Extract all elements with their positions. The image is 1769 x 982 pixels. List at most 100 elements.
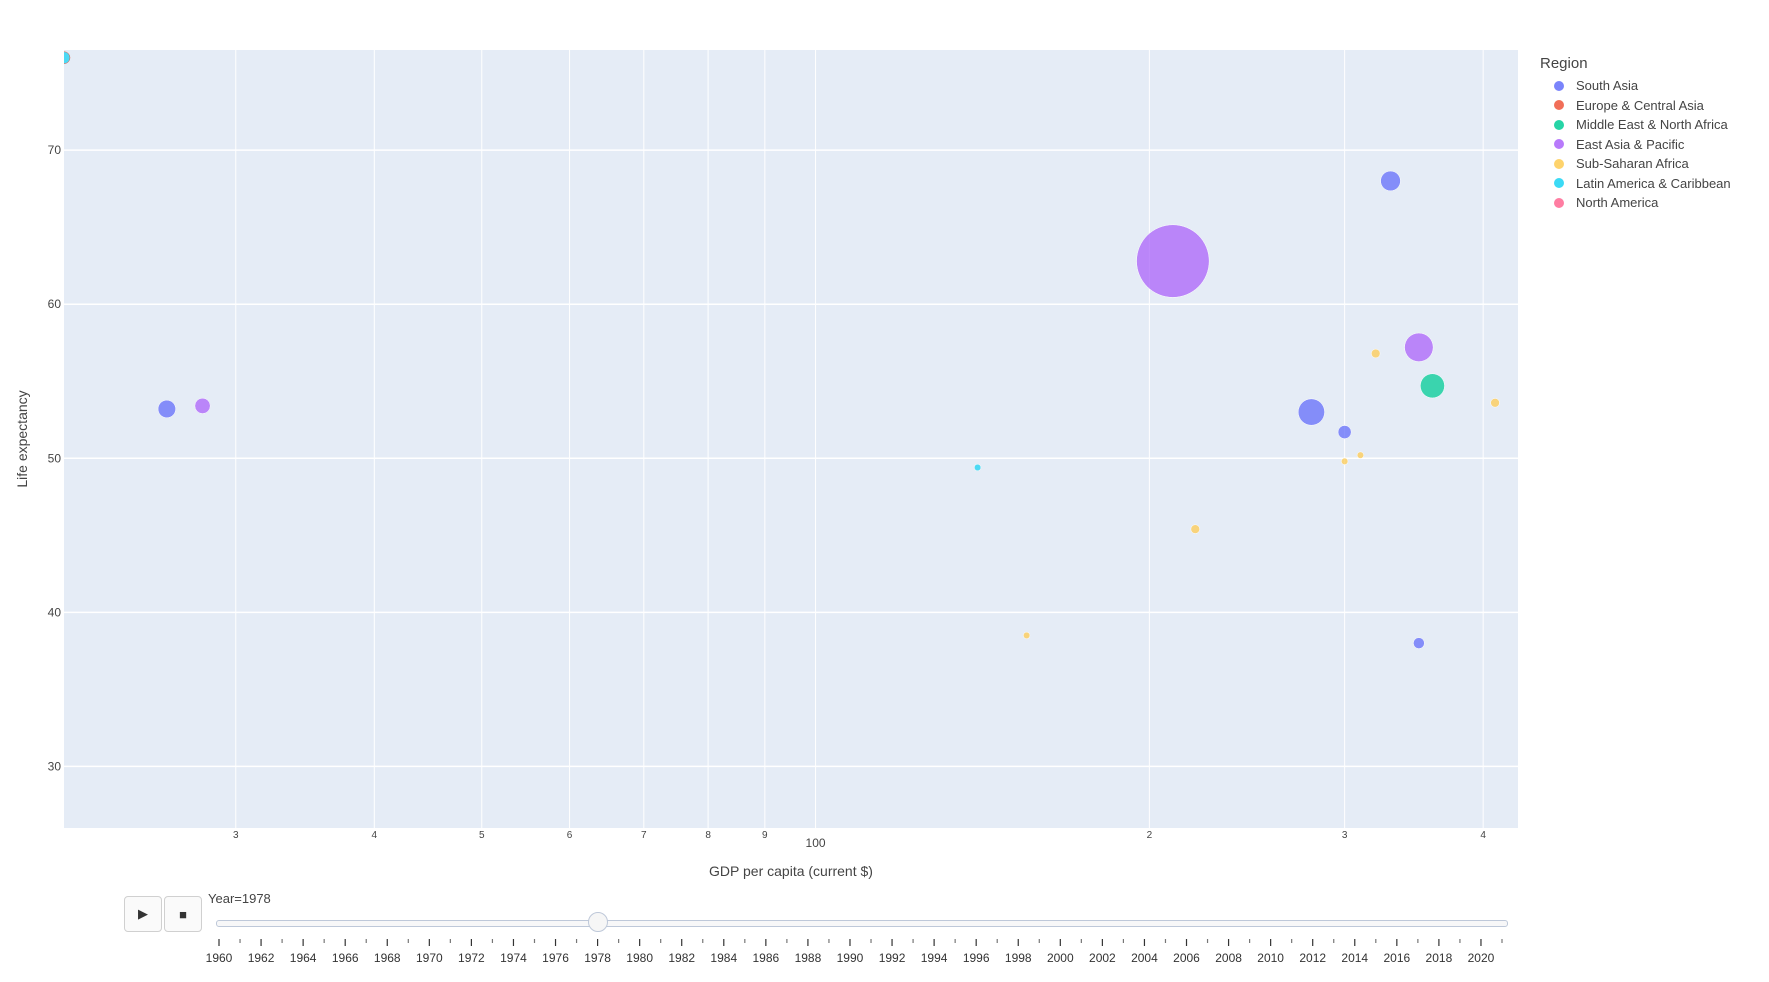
bubble [1608, 512, 1630, 534]
legend-title: Region [1540, 55, 1588, 72]
slider-label[interactable]: 1982 [668, 951, 695, 965]
y-tick-label: 60 [48, 297, 62, 311]
slider-label[interactable]: 2014 [1341, 951, 1368, 965]
legend-marker [1554, 119, 1564, 130]
legend: Region South Asia Europe & Central Asia Mi… [1540, 55, 1731, 213]
slider-label[interactable]: 1974 [500, 951, 527, 965]
bubble [1693, 403, 1711, 421]
legend-marker [1554, 158, 1564, 169]
x-tick-label: 9 [762, 830, 768, 841]
slider-label[interactable]: 2016 [1383, 951, 1410, 965]
slider-label[interactable]: 1976 [542, 951, 569, 965]
bubble [1728, 369, 1735, 376]
plot-area [64, 50, 1518, 828]
legend-item[interactable]: Sub-Saharan Africa [1540, 154, 1731, 174]
slider-label[interactable]: 2004 [1131, 951, 1158, 965]
bubble [1136, 224, 1210, 298]
slider-label[interactable]: 2000 [1047, 951, 1074, 965]
legend-marker [1554, 139, 1564, 150]
bubble [1490, 398, 1500, 408]
slider-label[interactable]: 1984 [710, 951, 737, 965]
bubble [1420, 373, 1445, 399]
slider-label[interactable]: 2018 [1426, 951, 1453, 965]
x-tick-label: 5 [479, 830, 485, 841]
stop-icon: ■ [179, 906, 187, 922]
grid-lines [64, 50, 1518, 828]
slider-label[interactable]: 2006 [1173, 951, 1200, 965]
bubble [1578, 452, 1585, 459]
bubble [1337, 425, 1352, 439]
y-axis-label: Life expectancy [14, 390, 30, 487]
slider-label[interactable]: 1998 [1005, 951, 1032, 965]
legend-marker [1554, 178, 1564, 189]
x-tick-label: 100 [806, 836, 826, 850]
bubble [1683, 316, 1690, 323]
legend-label: Latin America & Caribbean [1576, 175, 1731, 191]
legend-item[interactable]: Middle East & North Africa [1540, 115, 1731, 135]
slider-label[interactable]: 1962 [248, 951, 275, 965]
legend-item[interactable]: Europe & Central Asia [1540, 96, 1731, 116]
x-tick-label: 4 [372, 830, 378, 841]
legend-label: Europe & Central Asia [1576, 97, 1704, 113]
y-tick-label: 30 [48, 759, 62, 773]
slider-label[interactable]: 2020 [1468, 951, 1495, 965]
bubble [1356, 451, 1364, 459]
bubble [1297, 398, 1325, 426]
x-tick-label: 3 [1342, 830, 1348, 841]
slider-label[interactable]: 1964 [290, 951, 317, 965]
slider-label[interactable]: 1988 [795, 951, 822, 965]
legend-label: Middle East & North Africa [1576, 117, 1728, 133]
legend-marker [1554, 197, 1564, 208]
legend-item[interactable]: North America [1540, 193, 1731, 213]
slider-label[interactable]: 1968 [374, 951, 401, 965]
y-tick-label: 50 [48, 451, 62, 465]
play-button[interactable]: ▶ [124, 896, 162, 932]
slider-label[interactable]: 1978 [584, 951, 611, 965]
bubble [1380, 170, 1401, 192]
stop-button[interactable]: ■ [164, 896, 202, 932]
bubble [1341, 457, 1349, 465]
x-tick-label: 7 [641, 830, 647, 841]
x-tick-label: 4 [1480, 830, 1486, 841]
legend-item[interactable]: East Asia & Pacific [1540, 135, 1731, 155]
y-tick-label: 40 [48, 605, 62, 619]
legend-item[interactable]: Latin America & Caribbean [1540, 174, 1731, 194]
legend-item[interactable]: South Asia [1540, 76, 1731, 96]
legend-marker [1554, 80, 1564, 91]
bubble [974, 463, 982, 472]
bubble [1190, 524, 1200, 534]
slider-label[interactable]: 2008 [1215, 951, 1242, 965]
slider-label[interactable]: 1996 [963, 951, 990, 965]
bubble [1371, 348, 1381, 359]
year-slider-handle[interactable] [587, 912, 608, 932]
legend-label: South Asia [1576, 78, 1639, 94]
play-icon: ▶ [138, 906, 148, 921]
bubbles [64, 51, 1735, 649]
slider-label[interactable]: 2002 [1089, 951, 1116, 965]
slider-label[interactable]: 1970 [416, 951, 443, 965]
slider-label[interactable]: 1980 [626, 951, 653, 965]
slider-label[interactable]: 1966 [332, 951, 359, 965]
slider-ticks: 1960 1962 1964 1966 1968 1970 1972 1974 1976 1978… [206, 939, 1503, 965]
y-tick-labels: 30 40 50 60 70 [48, 143, 62, 773]
legend-label: Sub-Saharan Africa [1576, 156, 1689, 172]
slider-label[interactable]: 1990 [837, 951, 864, 965]
bubble [1404, 332, 1434, 362]
legend-marker [1554, 100, 1564, 111]
bubble [1023, 631, 1031, 639]
x-tick-label: 6 [567, 830, 573, 841]
x-tick-label: 2 [1147, 830, 1153, 841]
slider-label[interactable]: 1994 [921, 951, 948, 965]
slider-label[interactable]: 1960 [206, 951, 233, 965]
legend-label: East Asia & Pacific [1576, 136, 1685, 152]
slider-label[interactable]: 1972 [458, 951, 485, 965]
animation-controls: ▶ ■ [124, 896, 204, 932]
x-tick-label: 8 [705, 830, 711, 841]
slider-label[interactable]: 1986 [753, 951, 780, 965]
year-slider-rail[interactable] [216, 920, 1508, 927]
slider-label[interactable]: 2012 [1299, 951, 1326, 965]
slider-label[interactable]: 2010 [1257, 951, 1284, 965]
bubble [157, 399, 176, 419]
slider-label[interactable]: 1992 [879, 951, 906, 965]
